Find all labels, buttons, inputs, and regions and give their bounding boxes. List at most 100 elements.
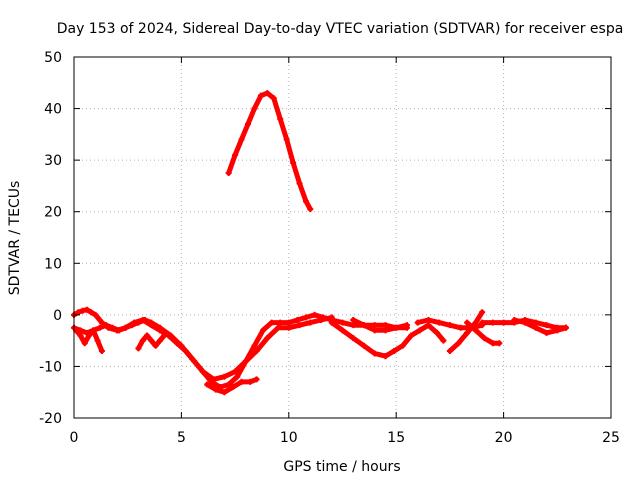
data-point [283, 136, 290, 143]
data-point [260, 327, 267, 334]
data-point [285, 319, 292, 326]
data-point [257, 92, 264, 99]
data-point [88, 309, 95, 316]
data-point [189, 355, 196, 362]
data-point [77, 332, 84, 339]
data-point [457, 324, 464, 331]
data-point [178, 342, 185, 349]
data-point [425, 317, 432, 324]
data-point [393, 324, 400, 331]
chart-title: Day 153 of 2024, Sidereal Day-to-day VTE… [57, 21, 624, 37]
data-point [489, 340, 496, 347]
data-point [464, 319, 471, 326]
data-point [264, 90, 271, 97]
y-tick-label: -20 [39, 411, 62, 427]
data-point [238, 378, 245, 385]
data-point [554, 327, 561, 334]
data-point [302, 198, 309, 205]
data-point [403, 322, 410, 329]
data-point [496, 340, 503, 347]
data-point [416, 327, 423, 334]
data-point [472, 327, 479, 334]
data-point [464, 329, 471, 336]
data-point [382, 322, 389, 329]
data-point [264, 335, 271, 342]
data-point [382, 353, 389, 360]
ticks: 0 5 10 15 20 25 -20 -10 0 10 20 30 40 50 [39, 50, 620, 446]
data-point [522, 319, 529, 326]
data-point [277, 115, 284, 122]
data-point [328, 314, 335, 321]
data-point [244, 121, 251, 128]
data-point [204, 381, 211, 388]
data-point [268, 319, 275, 326]
series-layer [71, 90, 569, 396]
data-point [543, 329, 550, 336]
x-tick-label: 15 [387, 430, 405, 446]
data-point [156, 337, 163, 344]
data-point [210, 376, 217, 383]
data-point [253, 376, 260, 383]
data-point [122, 324, 129, 331]
x-tick-label: 5 [177, 430, 186, 446]
data-point [135, 319, 142, 326]
data-point [75, 309, 82, 316]
data-point [479, 319, 486, 326]
data-point [328, 319, 335, 326]
y-tick-label: 40 [44, 102, 62, 118]
data-point [161, 332, 168, 339]
data-point [234, 373, 241, 380]
data-point [141, 317, 148, 324]
data-point [144, 332, 151, 339]
data-point [489, 319, 496, 326]
data-point [371, 327, 378, 334]
data-point [156, 324, 163, 331]
data-point [238, 136, 245, 143]
data-point [339, 319, 346, 326]
data-point [296, 180, 303, 187]
y-tick-label: -10 [39, 359, 62, 375]
y-tick-label: 20 [44, 205, 62, 221]
data-point [479, 309, 486, 316]
data-point [94, 337, 101, 344]
x-tick-label: 10 [280, 430, 298, 446]
data-point [277, 319, 284, 326]
data-point [371, 350, 378, 357]
data-point [562, 324, 569, 331]
data-point [139, 337, 146, 344]
x-tick-label: 25 [602, 430, 620, 446]
data-point [339, 327, 346, 334]
data-point [371, 322, 378, 329]
data-point [96, 324, 103, 331]
y-tick-label: 50 [44, 50, 62, 66]
data-point [90, 327, 97, 334]
data-point [103, 322, 110, 329]
data-point [148, 319, 155, 326]
data-point [472, 319, 479, 326]
data-point [81, 340, 88, 347]
data-point [543, 322, 550, 329]
data-point [86, 332, 93, 339]
data-point [221, 389, 228, 396]
y-tick-label: 30 [44, 153, 62, 169]
y-axis-label: SDTVAR / TECUs [7, 181, 23, 296]
data-point [109, 324, 116, 331]
data-point [229, 384, 236, 391]
data-point [500, 319, 507, 326]
data-point [251, 105, 258, 112]
data-point [436, 319, 443, 326]
data-point [247, 378, 254, 385]
data-point [221, 373, 228, 380]
x-tick-label: 0 [70, 430, 79, 446]
data-point [350, 335, 357, 342]
data-point [199, 368, 206, 375]
data-point [440, 337, 447, 344]
data-point [290, 159, 297, 166]
data-point [307, 319, 314, 326]
data-point [511, 317, 518, 324]
data-point [116, 327, 123, 334]
data-point [532, 319, 539, 326]
data-point [92, 311, 99, 318]
data-point [446, 347, 453, 354]
